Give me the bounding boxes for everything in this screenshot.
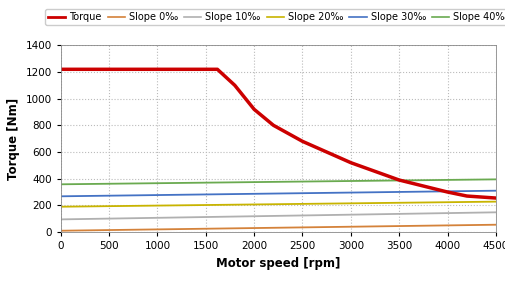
X-axis label: Motor speed [rpm]: Motor speed [rpm] [216, 257, 340, 270]
Legend: Torque, Slope 0‰, Slope 10‰, Slope 20‰, Slope 30‰, Slope 40‰: Torque, Slope 0‰, Slope 10‰, Slope 20‰, … [45, 9, 505, 25]
Y-axis label: Torque [Nm]: Torque [Nm] [7, 98, 20, 180]
